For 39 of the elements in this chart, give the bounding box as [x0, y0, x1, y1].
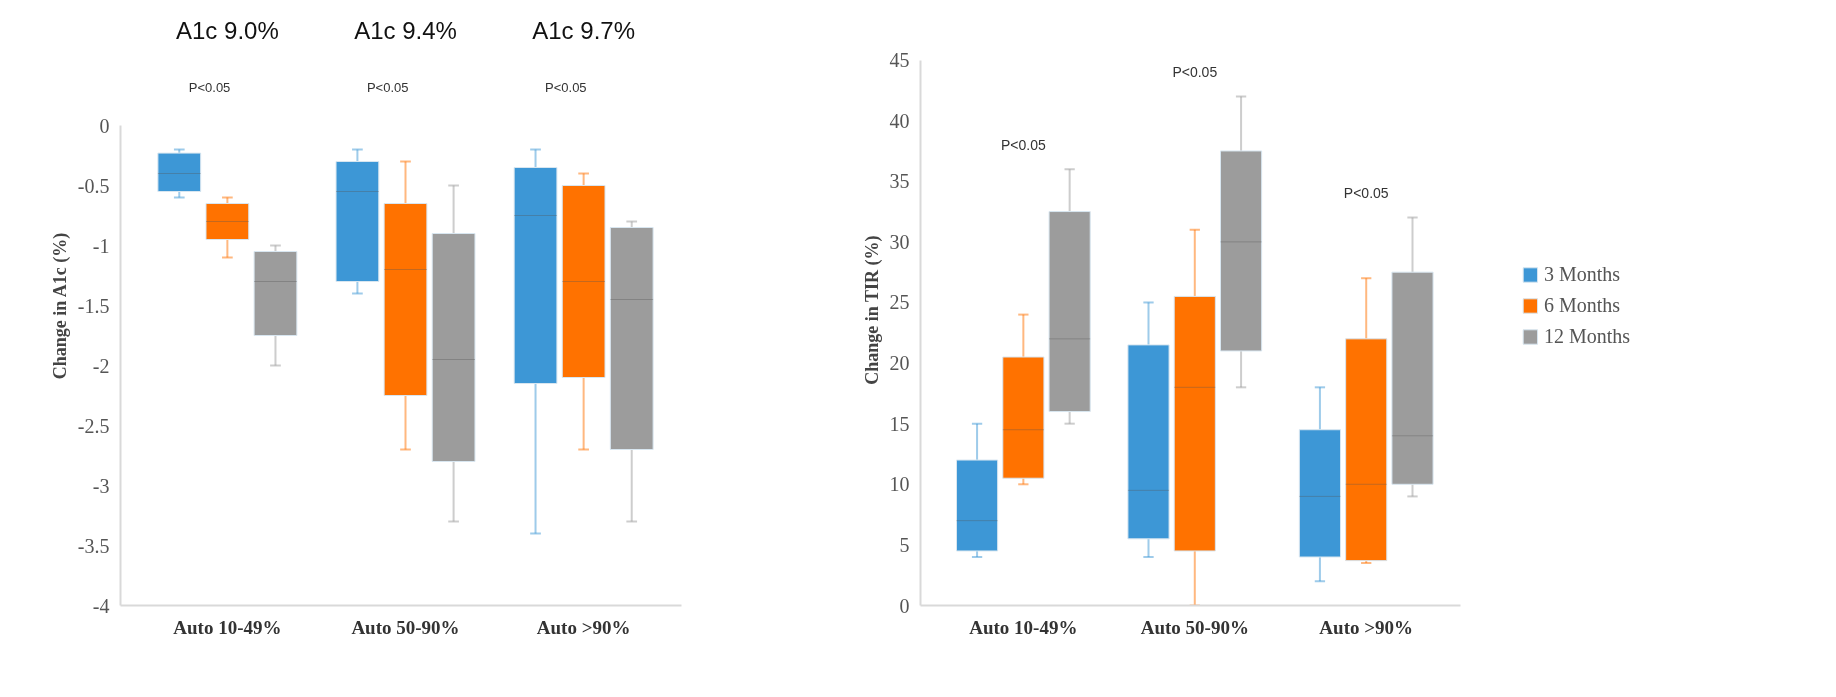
x-tick-label: Auto 50-90%: [1140, 616, 1249, 638]
y-tick-label: 25: [889, 291, 910, 314]
y-tick-label: 20: [889, 352, 910, 375]
x-tick-label: Auto >90%: [536, 616, 631, 638]
y-axis-title: Change in A1c (%): [49, 232, 71, 380]
y-tick-label: -3.5: [77, 534, 110, 557]
y-tick-label: 15: [889, 412, 910, 435]
legend-label: 6 Months: [1543, 293, 1620, 317]
annotation: P<0.05: [1172, 64, 1218, 81]
legend-label: 3 Months: [1543, 262, 1620, 286]
y-tick-label: -1: [92, 234, 110, 257]
y-tick-label: -2: [92, 354, 110, 377]
y-axis-title: Change in TIR (%): [861, 235, 883, 385]
y-tick-label: 45: [889, 49, 910, 72]
annotation: P<0.05: [1000, 136, 1046, 153]
y-tick-label: -0.5: [77, 174, 110, 197]
x-tick-label: Auto >90%: [1319, 616, 1414, 638]
text: A1c 9.7%: [532, 16, 635, 44]
text: P<0.05: [188, 79, 231, 95]
x-tick-label: Auto 50-90%: [351, 616, 460, 638]
y-tick-label: 0: [899, 594, 910, 617]
text: A1c 9.4%: [354, 16, 457, 44]
y-tick-label: 30: [889, 230, 910, 253]
text: P<0.05: [545, 79, 587, 95]
x-tick-label: Auto 10-49%: [173, 616, 282, 638]
y-tick-label: 0: [99, 114, 110, 137]
text: A1c 9.0%: [176, 16, 279, 44]
legend-label: 12 Months: [1543, 324, 1630, 348]
y-tick-label: -4: [92, 594, 110, 617]
x-tick-label: Auto 10-49%: [969, 616, 1078, 638]
y-tick-label: -1.5: [77, 294, 110, 317]
y-tick-label: 40: [889, 109, 910, 132]
y-tick-label: 5: [899, 533, 910, 556]
annotation: P<0.05: [1343, 185, 1389, 202]
y-tick-label: 35: [889, 170, 910, 193]
y-tick-label: -3: [92, 474, 110, 497]
y-tick-label: 10: [889, 473, 910, 496]
y-tick-label: -2.5: [77, 414, 110, 437]
text: P<0.05: [366, 79, 409, 95]
